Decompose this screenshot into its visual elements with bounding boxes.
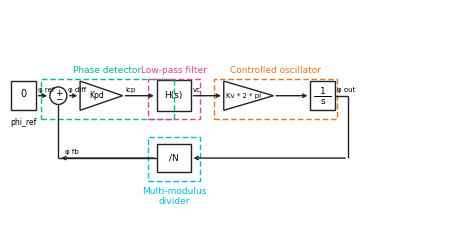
Text: /N: /N bbox=[169, 154, 179, 163]
Text: phi_ref: phi_ref bbox=[10, 118, 36, 127]
Text: φ fb: φ fb bbox=[65, 149, 79, 155]
FancyBboxPatch shape bbox=[310, 81, 335, 110]
Text: Controlled oscillator: Controlled oscillator bbox=[230, 66, 321, 75]
Text: s: s bbox=[320, 97, 325, 106]
Text: Phase detector: Phase detector bbox=[73, 66, 142, 75]
Circle shape bbox=[50, 87, 67, 104]
Text: Multi-modulus
divider: Multi-modulus divider bbox=[142, 187, 206, 206]
Text: Kv * 2 * pi: Kv * 2 * pi bbox=[226, 93, 261, 99]
Text: 1: 1 bbox=[319, 87, 326, 96]
Text: φ out: φ out bbox=[337, 87, 355, 93]
Text: Low-pass filter: Low-pass filter bbox=[141, 66, 207, 75]
Text: −: − bbox=[55, 94, 63, 103]
Text: +: + bbox=[55, 89, 62, 98]
FancyBboxPatch shape bbox=[11, 81, 36, 110]
Text: icp: icp bbox=[125, 87, 135, 93]
Text: φ diff: φ diff bbox=[68, 87, 87, 93]
Text: Kpd: Kpd bbox=[89, 91, 104, 100]
FancyBboxPatch shape bbox=[156, 144, 191, 172]
FancyBboxPatch shape bbox=[156, 80, 191, 111]
Text: 0: 0 bbox=[20, 89, 27, 99]
Text: vc: vc bbox=[192, 87, 201, 93]
Text: φ ref: φ ref bbox=[37, 87, 54, 93]
Text: H(s): H(s) bbox=[164, 91, 183, 100]
